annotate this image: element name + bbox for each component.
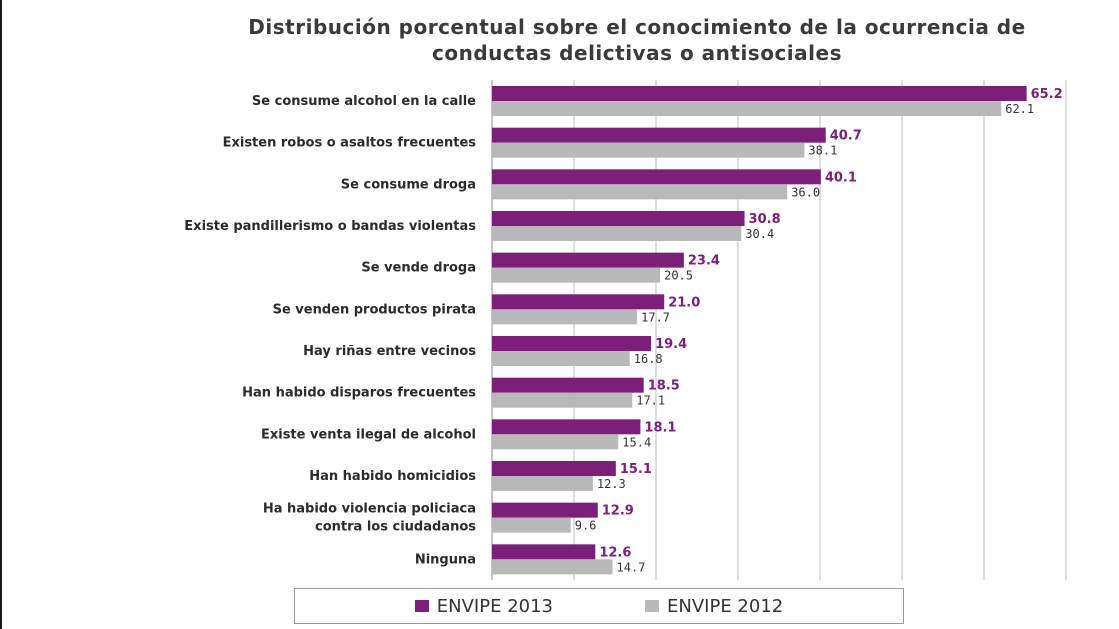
value-label-2012-7: 17.1 bbox=[636, 394, 665, 408]
value-label-2013-8: 18.1 bbox=[644, 420, 676, 435]
legend-swatch-2012 bbox=[645, 600, 659, 612]
value-label-2013-2: 40.1 bbox=[825, 170, 857, 185]
bar-2012-5 bbox=[492, 309, 638, 325]
legend-item-2012: ENVIPE 2012 bbox=[645, 596, 783, 617]
category-label-11: Ninguna bbox=[415, 552, 476, 567]
bar-2013-3 bbox=[492, 211, 745, 226]
value-label-2013-9: 15.1 bbox=[620, 462, 652, 477]
value-label-2013-7: 18.5 bbox=[648, 379, 680, 394]
value-label-2013-6: 19.4 bbox=[655, 337, 687, 352]
value-label-2012-6: 16.8 bbox=[634, 352, 663, 366]
bar-2013-5 bbox=[492, 294, 665, 310]
value-label-2013-10: 12.9 bbox=[602, 504, 634, 519]
bar-2012-8 bbox=[492, 434, 619, 450]
category-label-10-1: contra los ciudadanos bbox=[315, 520, 476, 535]
legend-item-2013: ENVIPE 2013 bbox=[414, 595, 553, 617]
chart-legend: ENVIPE 2013 ENVIPE 2012 bbox=[294, 588, 904, 624]
bar-2013-9 bbox=[492, 461, 616, 476]
bar-2013-1 bbox=[492, 127, 826, 143]
value-label-2012-2: 36.0 bbox=[791, 185, 820, 199]
bar-2013-11 bbox=[492, 544, 596, 560]
value-label-2012-3: 30.4 bbox=[745, 227, 774, 241]
category-label-2: Se consume droga bbox=[341, 177, 476, 192]
chart-title-line-1: Distribución porcentual sobre el conocim… bbox=[248, 15, 1026, 39]
value-label-2013-0: 65.2 bbox=[1031, 87, 1063, 102]
bar-2012-3 bbox=[492, 226, 742, 241]
value-label-2012-9: 12.3 bbox=[597, 477, 626, 491]
legend-swatch-2013 bbox=[414, 600, 429, 612]
bar-2013-7 bbox=[492, 377, 644, 393]
value-label-2012-5: 17.7 bbox=[641, 310, 670, 324]
bar-2012-4 bbox=[492, 267, 661, 283]
value-label-2012-8: 15.4 bbox=[622, 435, 651, 449]
bar-2012-0 bbox=[492, 101, 1002, 116]
bar-2013-10 bbox=[492, 502, 598, 518]
category-label-10-0: Ha habido violencia policiaca bbox=[263, 502, 476, 517]
category-label-4: Se vende droga bbox=[361, 261, 476, 276]
category-label-7: Han habido disparos frecuentes bbox=[242, 386, 476, 401]
bar-2013-4 bbox=[492, 252, 684, 268]
value-label-2012-0: 62.1 bbox=[1005, 102, 1034, 116]
bar-2012-11 bbox=[492, 559, 613, 575]
bar-2013-8 bbox=[492, 419, 641, 435]
category-label-6: Hay riñas entre vecinos bbox=[303, 344, 476, 359]
bar-2012-1 bbox=[492, 142, 805, 158]
value-label-2012-1: 38.1 bbox=[808, 144, 837, 158]
legend-label-2012: ENVIPE 2012 bbox=[667, 595, 784, 617]
bar-2012-7 bbox=[492, 392, 633, 408]
bar-2012-9 bbox=[492, 476, 593, 491]
bar-2013-2 bbox=[492, 169, 821, 185]
value-label-2013-1: 40.7 bbox=[830, 129, 862, 144]
category-label-3: Existe pandillerismo o bandas violentas bbox=[184, 219, 476, 234]
bar-2012-6 bbox=[492, 351, 630, 366]
value-label-2013-5: 21.0 bbox=[668, 295, 700, 310]
category-label-8: Existe venta ilegal de alcohol bbox=[261, 427, 476, 442]
bar-2013-6 bbox=[492, 336, 652, 351]
chart-title-line-2: conductas delictivas o antisociales bbox=[432, 41, 842, 65]
category-label-5: Se venden productos pirata bbox=[273, 302, 476, 317]
bar-2013-0 bbox=[492, 86, 1027, 101]
value-label-2012-10: 9.6 bbox=[575, 519, 597, 533]
category-label-1: Existen robos o asaltos frecuentes bbox=[223, 136, 477, 151]
bar-2012-10 bbox=[492, 517, 571, 533]
value-label-2013-3: 30.8 bbox=[749, 212, 781, 227]
value-label-2013-11: 12.6 bbox=[599, 545, 631, 560]
legend-label-2013: ENVIPE 2013 bbox=[436, 595, 553, 617]
value-label-2012-4: 20.5 bbox=[664, 269, 693, 283]
chart-title: Distribución porcentual sobre el conocim… bbox=[152, 14, 1119, 66]
category-label-0: Se consume alcohol en la calle bbox=[252, 94, 476, 109]
value-label-2013-4: 23.4 bbox=[688, 254, 720, 269]
category-label-9: Han habido homicidios bbox=[309, 469, 476, 484]
value-label-2012-11: 14.7 bbox=[617, 560, 646, 574]
bar-2012-2 bbox=[492, 184, 788, 200]
